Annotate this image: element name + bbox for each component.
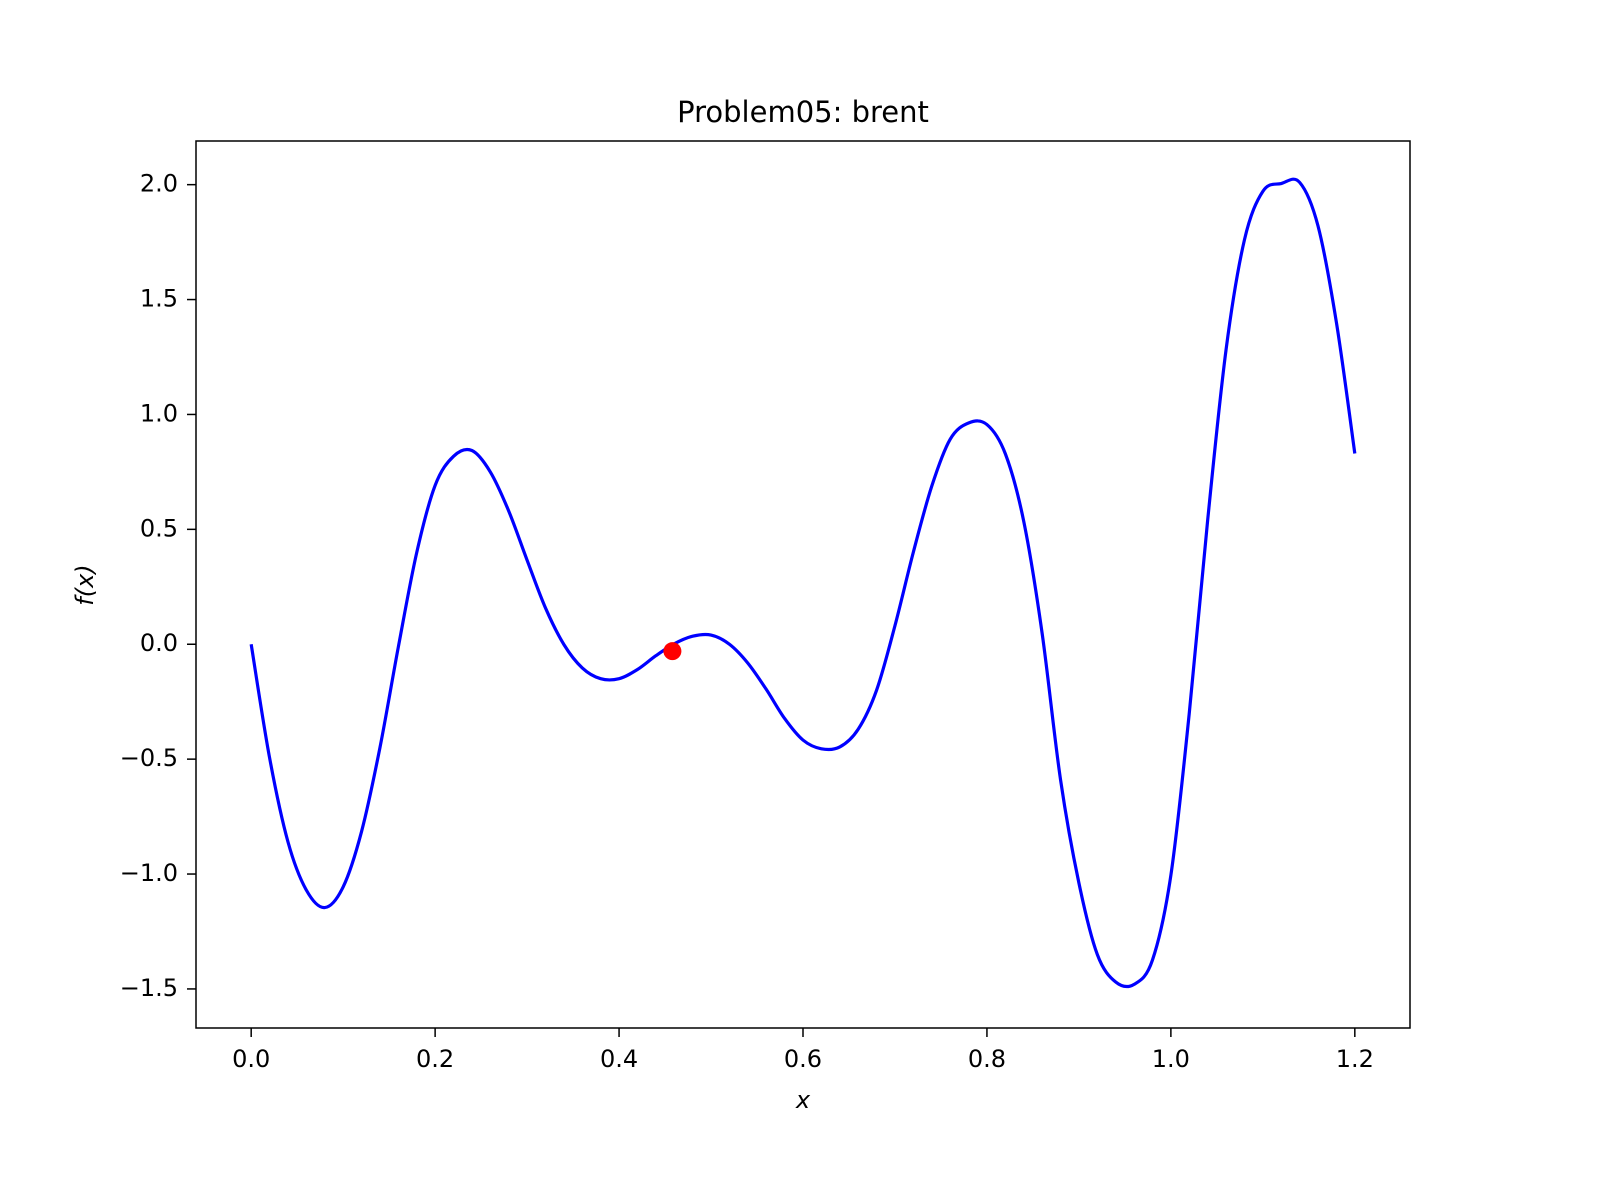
plot-frame xyxy=(195,140,1411,1029)
y-tick-label: −0.5 xyxy=(120,744,178,772)
y-tick-label: −1.0 xyxy=(120,859,178,887)
y-tick-label: 0.5 xyxy=(140,514,178,542)
y-tick-label: 2.0 xyxy=(140,170,178,198)
x-tick-label: 0.4 xyxy=(600,1045,638,1073)
x-tick-label: 0.6 xyxy=(784,1045,822,1073)
y-tick-label: −1.5 xyxy=(120,974,178,1002)
y-tick-label: 0.0 xyxy=(140,629,178,657)
x-tick-label: 1.0 xyxy=(1152,1045,1190,1073)
x-tick-label: 0.0 xyxy=(232,1045,270,1073)
x-tick-label: 0.2 xyxy=(416,1045,454,1073)
data-point-marker xyxy=(663,642,682,661)
series-layer xyxy=(249,177,1357,989)
chart-title: Problem05: brent xyxy=(677,95,929,129)
x-axis-label: x xyxy=(795,1086,811,1114)
x-tick-label: 0.8 xyxy=(968,1045,1006,1073)
y-axis: −1.5 −1.0 −0.5 0.0 0.5 1.0 1.5 2.0 xyxy=(120,170,196,1002)
marker-layer xyxy=(663,642,682,661)
x-axis: 0.0 0.2 0.4 0.6 0.8 1.0 1.2 xyxy=(232,1028,1374,1073)
x-tick-label: 1.2 xyxy=(1336,1045,1374,1073)
series-line-0 xyxy=(249,177,1357,989)
y-tick-label: 1.5 xyxy=(140,285,178,313)
y-axis-label: f(x) xyxy=(71,564,99,605)
y-tick-label: 1.0 xyxy=(140,399,178,427)
